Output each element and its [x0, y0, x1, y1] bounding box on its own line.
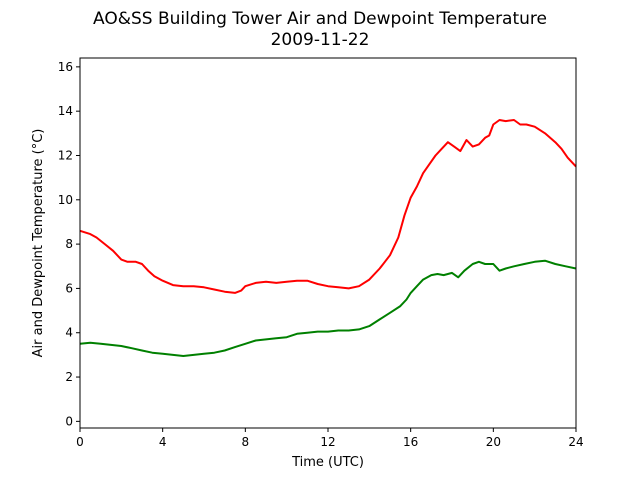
x-tick-label: 0: [76, 435, 84, 449]
y-tick-label: 4: [65, 326, 73, 340]
y-axis-label: Air and Dewpoint Temperature (°C): [31, 129, 46, 358]
x-tick-label: 8: [242, 435, 250, 449]
x-axis-label: Time (UTC): [291, 455, 364, 470]
x-tick-label: 12: [320, 435, 335, 449]
x-axis: 0 4 8 12 16 20 24: [76, 428, 584, 449]
y-tick-label: 10: [58, 193, 73, 207]
x-tick-label: 20: [486, 435, 501, 449]
x-tick-label: 16: [403, 435, 418, 449]
series-layer: [79, 119, 577, 357]
y-axis: 0 2 4 6 8 10 12 14 16: [58, 60, 80, 428]
y-tick-label: 2: [65, 370, 73, 384]
y-tick-label: 12: [58, 148, 73, 162]
x-tick-label: 4: [159, 435, 167, 449]
y-tick-label: 6: [65, 281, 73, 295]
series-line-2: [79, 259, 577, 357]
y-tick-label: 14: [58, 104, 73, 118]
chart-title: AO&SS Building Tower Air and Dewpoint Te…: [93, 9, 547, 29]
chart-subtitle: 2009-11-22: [271, 30, 370, 50]
y-tick-label: 8: [65, 237, 73, 251]
y-tick-label: 16: [58, 60, 73, 74]
x-tick-label: 24: [568, 435, 583, 449]
series-line-1: [79, 119, 577, 294]
y-tick-label: 0: [65, 414, 73, 428]
